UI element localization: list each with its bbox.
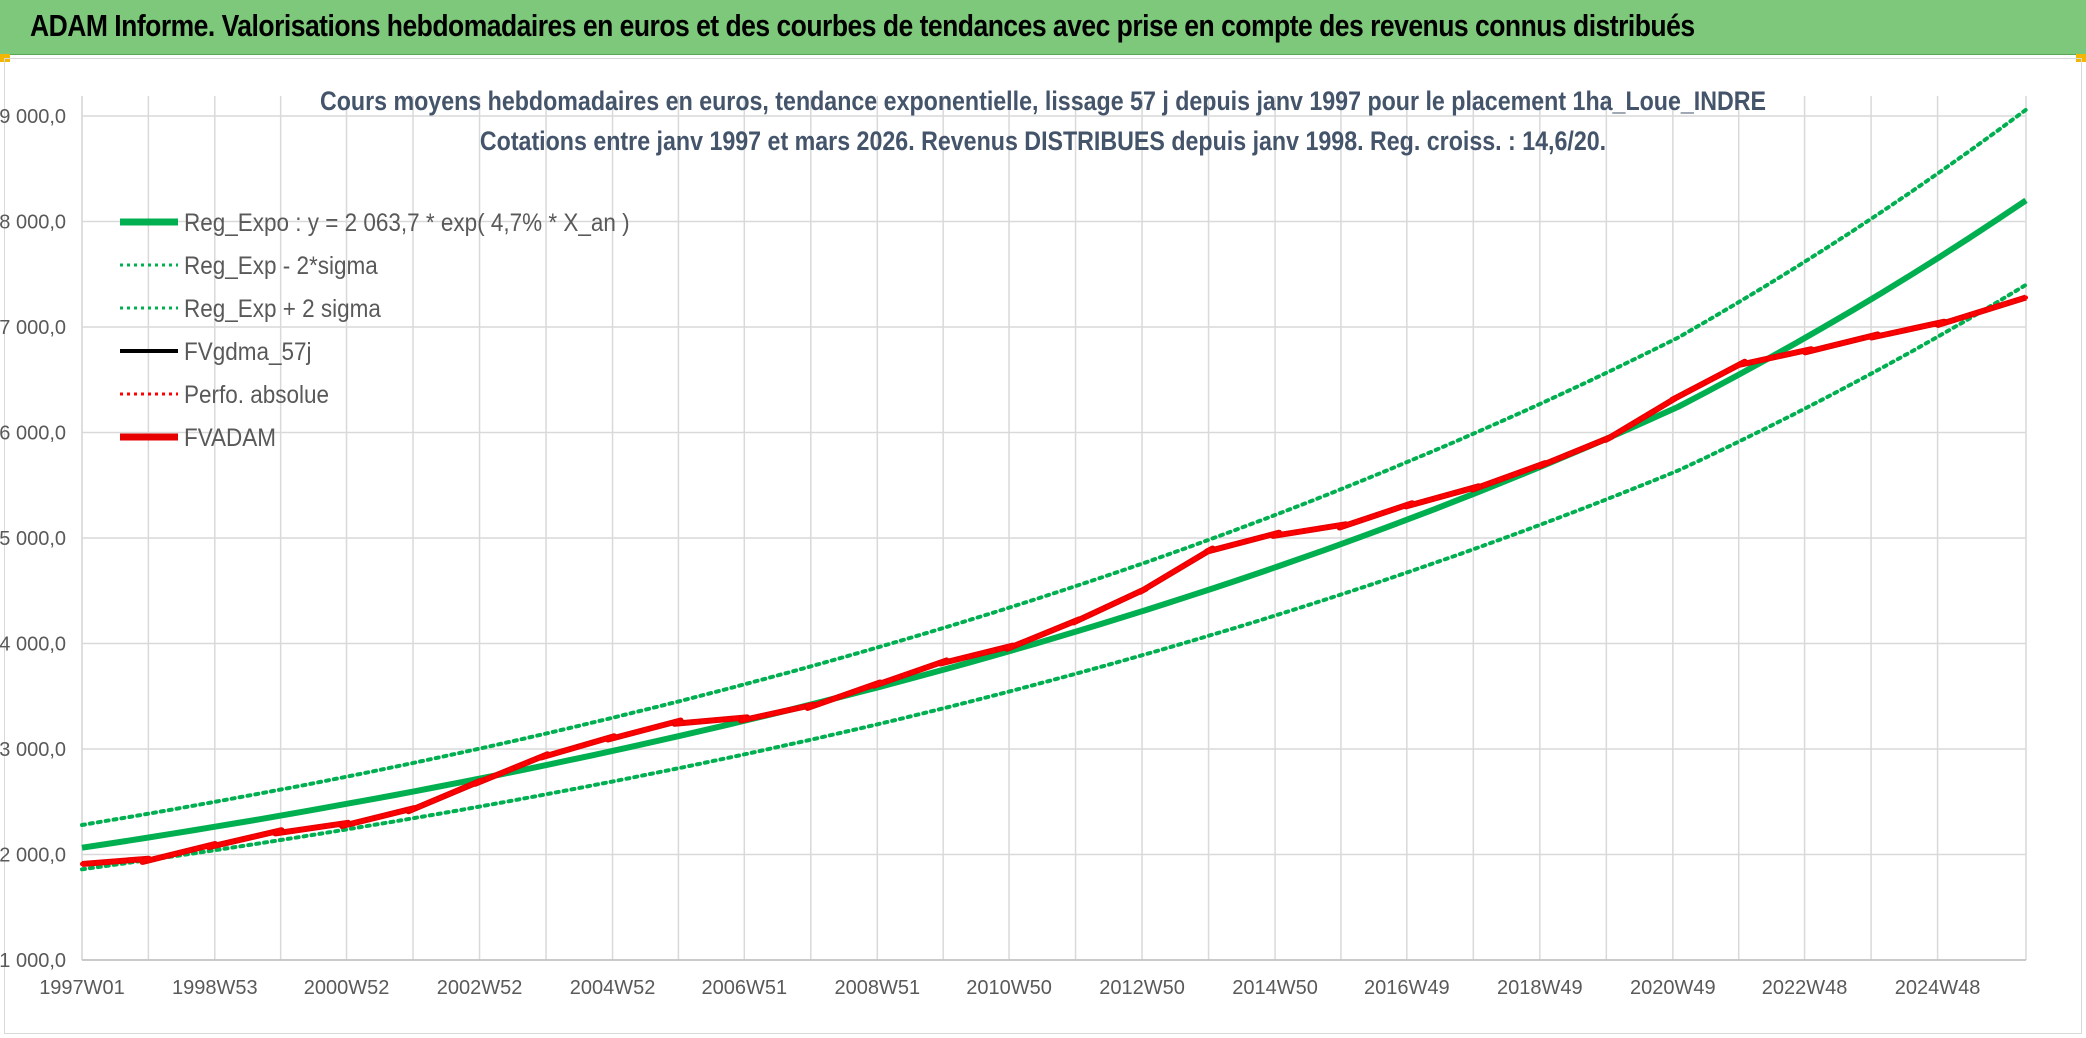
legend-label: Reg_Exp - 2*sigma xyxy=(184,252,378,280)
series-line-0 xyxy=(81,197,2028,851)
y-tick-label: 4 000,0 xyxy=(0,634,66,656)
x-tick-label: 2018W49 xyxy=(1497,977,1583,999)
x-tick-label: 2016W49 xyxy=(1364,977,1450,999)
legend-label: FVADAM xyxy=(184,424,276,452)
x-tick-label: 2004W52 xyxy=(570,977,656,999)
series-line-2 xyxy=(80,107,2028,827)
x-tick-label: 2014W50 xyxy=(1232,977,1318,999)
x-tick-label: 2006W51 xyxy=(701,977,787,999)
y-tick-label: 6 000,0 xyxy=(0,423,66,445)
report-banner: ADAM Informe. Valorisations hebdomadaire… xyxy=(0,0,2086,55)
chart-title: Cours moyens hebdomadaires en euros, ten… xyxy=(320,86,1766,116)
series-line-4 xyxy=(80,295,2028,866)
x-tick-label: 2010W50 xyxy=(966,977,1052,999)
y-tick-label: 2 000,0 xyxy=(0,845,66,867)
legend-label: FVgdma_57j xyxy=(184,338,311,366)
x-tick-label: 2022W48 xyxy=(1762,977,1848,999)
x-tick-label: 2000W52 xyxy=(304,977,390,999)
x-tick-label: 2012W50 xyxy=(1099,977,1185,999)
series-layer xyxy=(80,107,2028,872)
chart-frame xyxy=(4,58,2082,1034)
x-tick-label: 1998W53 xyxy=(172,977,258,999)
y-tick-label: 9 000,0 xyxy=(0,106,66,128)
series-line-3 xyxy=(81,295,2027,866)
x-axis: 1997W01 1998W53 2000W52 2002W52 2004W52 2006W… xyxy=(39,959,2026,999)
y-tick-label: 1 000,0 xyxy=(0,950,66,972)
chart-subtitle: Cotations entre janv 1997 et mars 2026. … xyxy=(480,126,1606,156)
y-tick-label: 7 000,0 xyxy=(0,317,66,339)
series-line-5 xyxy=(81,294,2027,867)
legend-label: Reg_Exp + 2 sigma xyxy=(184,295,382,323)
y-tick-label: 8 000,0 xyxy=(0,212,66,234)
chart-legend: Reg_Expo : y = 2 063,7 * exp( 4,7% * X_a… xyxy=(120,209,630,452)
legend-label: Reg_Expo : y = 2 063,7 * exp( 4,7% * X_a… xyxy=(184,209,630,237)
x-tick-label: 2008W51 xyxy=(834,977,920,999)
x-tick-label: 1997W01 xyxy=(39,977,125,999)
y-tick-label: 3 000,0 xyxy=(0,739,66,761)
legend-label: Perfo. absolue xyxy=(184,381,329,409)
x-tick-label: 2024W48 xyxy=(1895,977,1981,999)
series-line-1 xyxy=(80,282,2028,872)
x-tick-label: 2002W52 xyxy=(437,977,523,999)
report-title: ADAM Informe. Valorisations hebdomadaire… xyxy=(30,8,1695,43)
y-tick-label: 5 000,0 xyxy=(0,528,66,550)
x-tick-label: 2020W49 xyxy=(1630,977,1716,999)
y-axis: 1 000,0 2 000,0 3 000,0 4 000,0 5 000,0 6 000… xyxy=(0,106,66,972)
